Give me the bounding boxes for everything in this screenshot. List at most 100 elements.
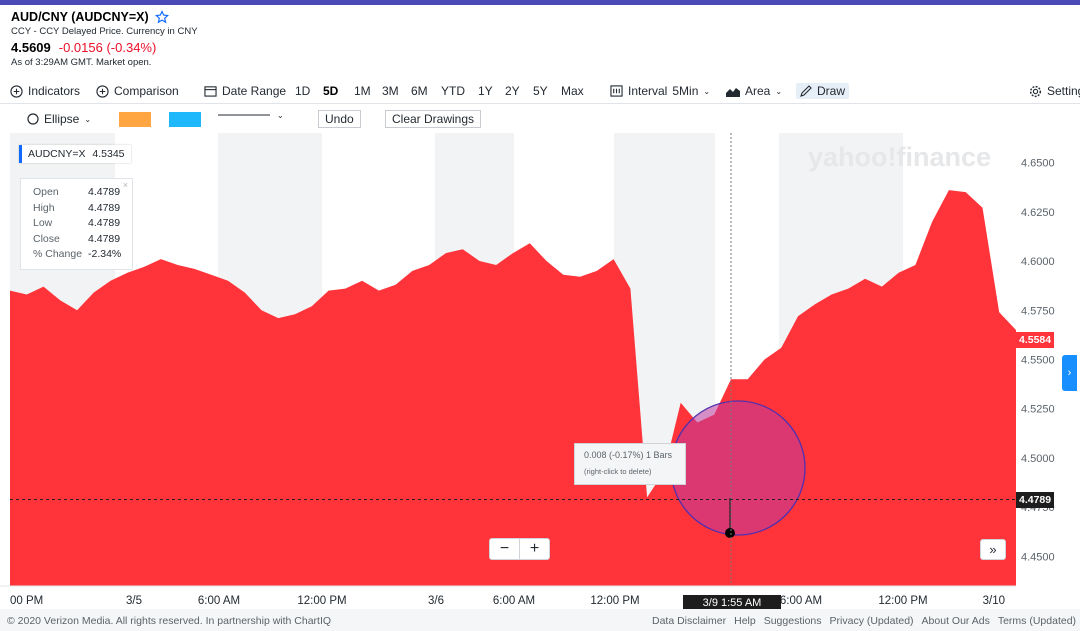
as-of-text: As of 3:29AM GMT. Market open. [11,57,152,68]
range-max[interactable]: Max [561,84,584,98]
ohlc-key: Low [33,217,53,229]
footer-link[interactable]: Help [734,615,756,627]
footer-link[interactable]: Data Disclaimer [652,615,727,627]
x-tick-label: 12:00 PM [297,595,346,607]
range-1d[interactable]: 1D [295,84,311,98]
range-ytd[interactable]: YTD [441,84,465,98]
plus-circle-icon [96,84,109,98]
y-tick-label: 4.6500 [1021,158,1055,170]
footer-link[interactable]: Terms (Updated) [997,615,1077,627]
ellipse-anchor [725,528,735,538]
area-chart-icon [726,87,740,97]
footer-link[interactable]: Suggestions [763,615,822,627]
interval-dropdown[interactable]: Interval 5Min ⌄ [610,84,710,98]
y-tick-label: 4.5750 [1021,305,1055,317]
chevron-down-icon: ⌄ [703,86,711,96]
y-tick-label: 4.6250 [1021,207,1055,219]
x-tick-label: 3/10 [983,595,1005,607]
top-accent-bar [0,0,1080,5]
ohlc-row: Open 4.4789 [33,186,132,202]
comparison-label: Comparison [114,84,179,98]
drawing-toolbar: Ellipse ⌄ ⌄ Undo Clear Drawings [0,107,1080,131]
zoom-control: − + [489,538,550,560]
interval-label: Interval [628,84,668,98]
star-icon[interactable] [154,10,169,24]
draw-button[interactable]: Draw [796,83,850,99]
ohlc-value: -2.34% [88,248,122,260]
range-5d[interactable]: 5D [323,84,339,98]
zoom-in-button[interactable]: + [529,540,540,557]
close-icon[interactable]: × [122,180,128,190]
comparison-button[interactable]: Comparison [96,84,179,98]
zoom-out-button[interactable]: − [490,539,520,559]
drawing-tooltip: 0.008 (-0.17%) 1 Bars (right-click to de… [574,443,686,485]
quote-title: AUD/CNY (AUDCNY=X) [11,10,149,24]
shape-label: Ellipse [44,112,80,126]
footer-link[interactable]: About Our Ads [921,615,990,627]
plus-circle-icon [10,84,23,98]
chart-type-dropdown[interactable]: Area ⌄ [726,84,782,98]
x-tick-label: 6:00 AM [493,595,535,607]
fast-forward-button[interactable]: » [980,539,1006,560]
current-price-flag: 4.5584 [1016,332,1055,348]
undo-button[interactable]: Undo [318,110,361,128]
crosshair-date-label: 3/9 1:55 AM [683,595,781,612]
ohlc-row: Low 4.4789 [33,217,132,233]
x-tick-label: 00 PM [10,595,43,607]
y-tick-label: 4.5250 [1021,404,1055,416]
copyright-text: © 2020 Verizon Media. All rights reserve… [7,615,332,627]
ohlc-panel: × Open 4.4789 High 4.4789 Low 4.4789 Close 4… [20,178,133,270]
ohlc-value: 4.4789 [88,232,121,245]
y-tick-label: 4.6000 [1021,256,1055,268]
range-1m[interactable]: 1M [354,84,371,98]
y-tick-label: 4.5500 [1021,355,1055,367]
settings-button[interactable]: Settings [1029,84,1080,98]
chevron-down-icon: ⌄ [775,86,783,96]
tooltip-measure: 0.008 (-0.17%) 1 Bars [584,450,673,460]
range-5y[interactable]: 5Y [533,84,548,98]
range-1y[interactable]: 1Y [478,84,493,98]
interval-icon [610,85,623,97]
x-tick-label: 6:00 AM [198,595,240,607]
quote-subtitle: CCY - CCY Delayed Price. Currency in CNY [11,26,198,37]
ohlc-key: High [33,201,55,214]
ellipse-drawing [670,400,806,536]
range-2y[interactable]: 2Y [505,84,520,98]
chart-type-label: Area [745,84,771,98]
interval-value: 5Min [672,84,699,98]
y-tick-label: 4.4500 [1021,551,1055,563]
footer: © 2020 Verizon Media. All rights reserve… [0,609,1080,631]
gear-icon [1029,85,1042,97]
ticker-symbol: AUDCNY=X [28,148,86,160]
date-range-label: Date Range [222,84,287,98]
ohlc-key: Open [33,186,59,198]
current-price: 4.5609 [11,40,51,55]
draw-label: Draw [817,84,846,98]
price-change: -0.0156 (-0.34%) [58,40,157,55]
ohlc-row: % Change -2.34% [33,248,132,264]
ohlc-row: Close 4.4789 [33,233,132,249]
range-6m[interactable]: 6M [411,84,428,98]
x-tick-label: 12:00 PM [878,595,927,607]
range-3m[interactable]: 3M [382,84,399,98]
indicators-label: Indicators [28,84,81,98]
line-style-dropdown[interactable]: ⌄ [218,110,284,120]
x-tick-label: 6:00 AM [780,595,822,607]
footer-link[interactable]: Privacy (Updated) [829,615,914,627]
x-tick-label: 12:00 PM [590,595,639,607]
shape-dropdown[interactable]: Ellipse ⌄ [27,112,91,126]
tooltip-hint: (right-click to delete) [584,467,652,476]
ohlc-key: Close [33,232,60,245]
y-tick-label: 4.5000 [1021,453,1055,465]
clear-drawings-button[interactable]: Clear Drawings [385,110,482,128]
settings-label: Settings [1047,84,1080,98]
fill-color-swatch[interactable] [119,112,151,127]
indicators-button[interactable]: Indicators [10,84,80,98]
ohlc-value: 4.4789 [88,217,121,229]
crosshair-price-flag: 4.4789 [1016,492,1055,508]
line-color-swatch[interactable] [169,112,201,127]
x-tick-label: 3/5 [126,595,142,607]
chart-area[interactable]: yahoo!finance 4.6500 4.6250 4.6000 4.5750 4.5… [0,133,1080,612]
side-panel-toggle[interactable]: › [1062,355,1077,391]
date-range-button[interactable]: Date Range [204,84,286,98]
